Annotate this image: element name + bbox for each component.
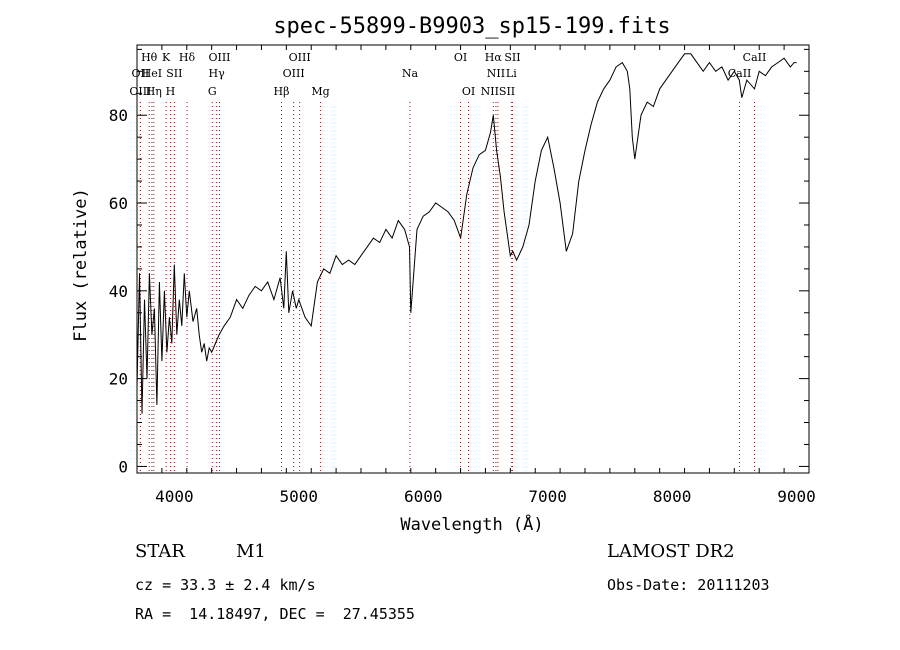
spectral-line-label: OII [132, 67, 150, 80]
spectral-line-label: H [166, 85, 176, 98]
spectral-line-label: OIII [129, 85, 151, 98]
spectral-line-label: OIII [289, 51, 311, 64]
spectral-line-label: SII [504, 51, 520, 64]
spectrum-line [136, 53, 797, 414]
spectral-line-label: Li [506, 67, 517, 80]
x-tick-label: 5000 [280, 487, 319, 506]
spectral-line-label: G [208, 85, 217, 98]
spectral-line-label: NIISII [481, 85, 516, 98]
spectral-line-label: K [162, 51, 171, 64]
y-tick-label: 20 [109, 370, 128, 389]
spectral-line-label: Hθ [141, 51, 158, 64]
x-tick-label: 8000 [653, 487, 692, 506]
chart-title: spec-55899-B9903_sp15-199.fits [273, 14, 670, 39]
spectral-line-label: Hδ [179, 51, 196, 64]
spectral-line-label: OIII [283, 67, 305, 80]
spectral-line-label: Mg [311, 85, 329, 98]
spectral-line-markers: OII OIII Hθ HeI Hη K SII H Hδ OIII Hγ G OIII OIII Hβ Mg… [129, 51, 766, 473]
spectral-line-label: Hγ [209, 67, 226, 80]
spectral-line-label: OIII [208, 51, 230, 64]
spectral-line-label: SII [166, 67, 182, 80]
spectral-line-label: CaII [743, 51, 767, 64]
spectral-line-label: Hβ [274, 85, 290, 98]
object-type: STAR [135, 541, 185, 562]
x-tick-label: 9000 [777, 487, 816, 506]
coordinates: RA = 14.18497, DEC = 27.45355 [135, 605, 415, 623]
spectrum-series [136, 53, 797, 414]
spectral-line-label: Hη [146, 85, 162, 98]
y-tick-label: 40 [109, 282, 128, 301]
y-tick-label: 60 [109, 194, 128, 213]
spectral-line-label: OI [462, 85, 475, 98]
x-tick-label: 4000 [155, 487, 194, 506]
x-tick-label: 6000 [404, 487, 443, 506]
plot-frame [136, 44, 810, 474]
x-tick-label: 7000 [528, 487, 567, 506]
y-axis-label: Flux (relative) [71, 188, 91, 342]
spectral-line-label: NII [487, 67, 505, 80]
redshift-cz: cz = 33.3 ± 2.4 km/s [135, 576, 316, 594]
spectral-line-label: CaII [728, 67, 752, 80]
survey-name: LAMOST DR2 [607, 541, 735, 562]
spectral-line-label: OI [454, 51, 467, 64]
spectral-line-label: Na [402, 67, 419, 80]
y-tick-label: 0 [118, 457, 128, 476]
x-axis-label: Wavelength (Å) [400, 513, 543, 535]
spectral-line-label: HeI [142, 67, 162, 80]
spectral-line-label: Hα [485, 51, 503, 64]
object-subclass: M1 [236, 541, 266, 562]
y-tick-label: 80 [109, 106, 128, 125]
axis-ticks: 4000 5000 6000 7000 8000 9000 0 20 40 60 80 [109, 45, 816, 506]
observation-date: Obs-Date: 20111203 [607, 576, 770, 594]
